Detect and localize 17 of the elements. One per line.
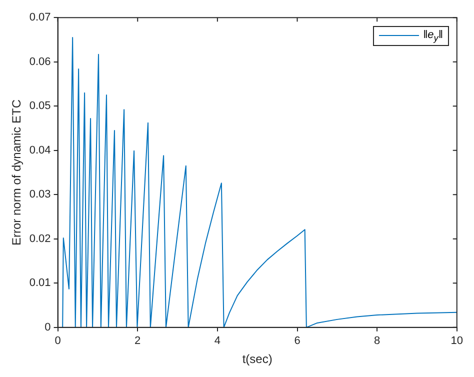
x-tick-label: 8: [374, 335, 380, 348]
y-tick-label: 0: [44, 321, 51, 334]
y-axis-title: Error norm of dynamic ETC: [10, 99, 24, 246]
x-tick-label: 2: [134, 335, 141, 348]
y-tick-label: 0.05: [29, 100, 51, 112]
y-tick-label: 0.02: [29, 232, 51, 245]
legend-label: ‖e$_{y}$‖: [423, 28, 443, 43]
x-tick-label: 6: [294, 335, 300, 348]
x-axis-title: t(sec): [242, 352, 272, 366]
y-tick-label: 0.07: [29, 12, 51, 24]
x-tick-label: 4: [214, 335, 220, 348]
y-tick-label: 0.04: [29, 144, 51, 156]
x-tick-label: 0: [54, 335, 61, 348]
y-tick-label: 0.03: [29, 188, 51, 201]
x-tick-label: 10: [450, 335, 464, 348]
y-tick-label: 0.06: [29, 56, 51, 68]
y-tick-label: 0.01: [29, 277, 51, 290]
